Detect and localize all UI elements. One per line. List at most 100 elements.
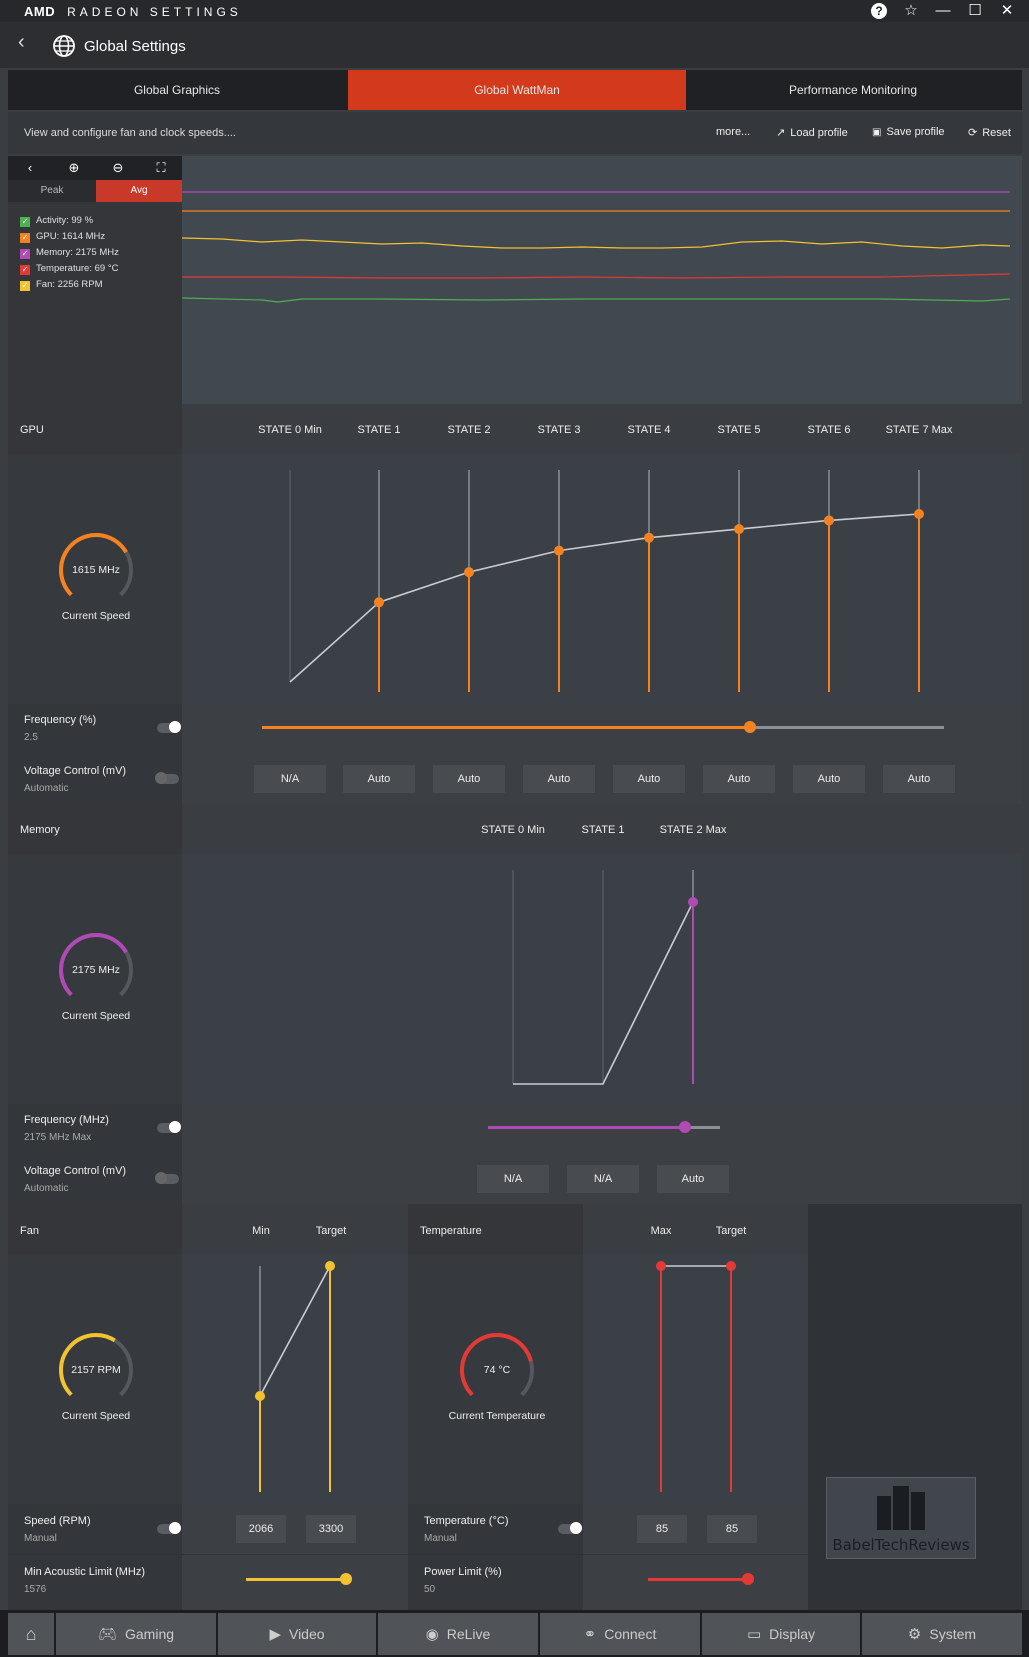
gpu-frequency-slider[interactable] [262, 720, 944, 736]
fan-speed-left [8, 1504, 182, 1554]
disk-icon: ▣ [872, 127, 882, 138]
gpu-voltage-toggle[interactable] [155, 772, 179, 784]
gpu-state-handle[interactable] [464, 567, 474, 578]
gpu-state-handle[interactable] [734, 524, 744, 535]
memory-voltage-input[interactable]: N/A [477, 1165, 549, 1193]
gpu-gauge-value: 1615 MHz [72, 564, 120, 576]
gpu-state-handle[interactable] [554, 545, 564, 556]
tab-performance-monitoring[interactable]: Performance Monitoring [788, 83, 918, 97]
nav-home[interactable]: ⌂ [8, 1613, 54, 1655]
fan-gauge-caption: Current Speed [61, 1410, 131, 1422]
help-button[interactable]: ? [868, 1, 890, 21]
fan-speed-target-input[interactable]: 3300 [306, 1515, 356, 1543]
nav-gaming[interactable]: 🎮︎ Gaming [56, 1613, 216, 1655]
gpu-voltage-input[interactable]: Auto [793, 765, 865, 793]
gpu-voltage-input[interactable]: Auto [703, 765, 775, 793]
fit-icon[interactable]: ⛶ [140, 156, 182, 180]
legend-activity[interactable]: ✓ Activity: 99 % [20, 215, 94, 227]
fan-line [181, 237, 1011, 249]
legend-fan[interactable]: ✓ Fan: 2256 RPM [20, 279, 103, 291]
temp-toggle[interactable] [558, 1522, 582, 1534]
nav-video[interactable]: ▶ Video [218, 1613, 376, 1655]
fan-min-handle[interactable] [255, 1391, 265, 1401]
memory-state-handle[interactable] [688, 897, 698, 907]
power-slider[interactable] [648, 1572, 754, 1588]
nav-relive[interactable]: ◉ ReLive [378, 1613, 538, 1655]
maximize-button[interactable]: ☐ [968, 2, 982, 19]
gauge-fill [59, 533, 128, 597]
gpu-state-handle[interactable] [914, 509, 924, 519]
fan-speed-toggle[interactable] [157, 1522, 181, 1534]
fan-gauge-value: 2157 RPM [71, 1364, 121, 1376]
memory-voltage-left [8, 1154, 182, 1204]
slider-knob[interactable] [340, 1573, 352, 1585]
fan-speed-min-input[interactable]: 2066 [236, 1515, 286, 1543]
toolbar [8, 112, 1022, 154]
gpu-state-label: STATE 3 [537, 424, 581, 436]
nav-connect[interactable]: ⚭ Connect [540, 1613, 700, 1655]
gpu-voltage-input[interactable]: Auto [523, 765, 595, 793]
gpu-state-handle[interactable] [374, 597, 384, 608]
memory-voltage-input[interactable]: N/A [567, 1165, 639, 1193]
slider-knob[interactable] [679, 1121, 692, 1133]
slider-fill [246, 1578, 346, 1581]
gpu-state-handle[interactable] [824, 515, 834, 526]
gpu-frequency-toggle[interactable] [157, 721, 181, 733]
gauge-fill [59, 1333, 116, 1397]
fan-col-min: Min [252, 1225, 270, 1237]
save-profile-button[interactable]: ▣ Save profile [872, 126, 945, 138]
back-arrow-icon[interactable]: ‹ [18, 31, 25, 53]
gpu-voltage-input[interactable]: Auto [433, 765, 505, 793]
power-title: Power Limit (%) [424, 1566, 502, 1578]
memory-voltage-input[interactable]: Auto [657, 1165, 729, 1193]
load-profile-button[interactable]: ↗ Load profile [776, 127, 848, 139]
favorite-icon[interactable]: ☆ [904, 2, 918, 19]
temp-target-input[interactable]: 85 [707, 1515, 757, 1543]
gpu-voltage-sub: Automatic [24, 783, 69, 794]
gpu-voltage-input[interactable]: Auto [343, 765, 415, 793]
zoom-in-icon[interactable]: ⊕ [52, 156, 96, 180]
fan-target-handle[interactable] [325, 1261, 335, 1271]
slider-knob[interactable] [742, 1573, 754, 1585]
acoustic-slider[interactable] [246, 1572, 352, 1588]
graph-back-button[interactable]: ‹ [8, 156, 52, 180]
temp-max-input[interactable]: 85 [637, 1515, 687, 1543]
gpu-voltage-input[interactable]: N/A [254, 765, 326, 793]
gpu-gauge [59, 533, 133, 597]
legend-memory[interactable]: ✓ Memory: 2175 MHz [20, 247, 119, 259]
share-arrow-icon: ↗ [776, 127, 786, 139]
slider-knob[interactable] [743, 721, 756, 733]
memory-frequency-slider[interactable] [488, 1120, 720, 1136]
minimize-button[interactable]: — [935, 2, 951, 19]
close-button[interactable]: ✕ [1000, 2, 1014, 19]
temp-row-left [408, 1504, 583, 1554]
gpu-voltage-input[interactable]: Auto [883, 765, 955, 793]
temp-section-label: Temperature [420, 1225, 482, 1237]
slider-fill [648, 1578, 748, 1581]
avg-button[interactable]: Avg [96, 180, 182, 202]
tab-global-graphics[interactable]: Global Graphics [133, 83, 221, 97]
gpu-voltage-input[interactable]: Auto [613, 765, 685, 793]
fan-section-label: Fan [20, 1225, 39, 1237]
gpu-gauge-panel [8, 454, 182, 704]
app-brand: AMD RADEON SETTINGS [24, 4, 242, 19]
more-link[interactable]: more... [716, 126, 751, 138]
temp-target-handle[interactable] [726, 1261, 736, 1271]
zoom-out-icon[interactable]: ⊖ [96, 156, 140, 180]
nav-display[interactable]: ▭ Display [702, 1613, 860, 1655]
memory-voltage-toggle[interactable] [155, 1172, 179, 1184]
fan-curve-line [259, 1265, 331, 1397]
temperature-line [182, 273, 1011, 279]
peak-button[interactable]: Peak [8, 180, 96, 202]
memory-frequency-toggle[interactable] [157, 1121, 181, 1133]
header [0, 22, 1029, 68]
gpu-state-label: STATE 1 [357, 424, 401, 436]
tab-global-wattman[interactable]: Global WattMan [348, 70, 686, 110]
reset-button[interactable]: ⟳ Reset [968, 127, 1011, 139]
legend-gpu[interactable]: ✓ GPU: 1614 MHz [20, 231, 106, 243]
legend-temperature[interactable]: ✓ Temperature: 69 °C [20, 263, 119, 275]
gpu-state-handle[interactable] [644, 532, 654, 543]
temp-max-handle[interactable] [656, 1261, 666, 1271]
nav-system[interactable]: ⚙ System [862, 1613, 1022, 1655]
temp-curve [656, 1261, 736, 1492]
